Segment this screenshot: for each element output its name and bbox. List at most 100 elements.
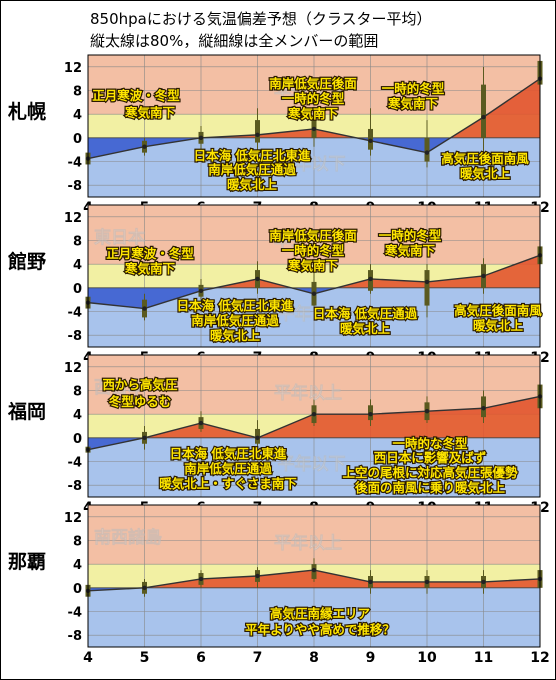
annotation: 日本海 低気圧北東進 — [194, 148, 311, 163]
annotation: 一時的な冬型 — [392, 436, 468, 451]
annotation: 平年よりやや高めで推移？ — [245, 622, 395, 637]
x-tick-label: 10 — [417, 650, 437, 666]
region-label: 平年以下 — [278, 454, 346, 475]
data-point — [311, 411, 317, 417]
annotation: 日本海 低気圧北東進 — [170, 446, 287, 461]
annotation: 日本海 低気圧通過 — [313, 306, 418, 321]
annotation: 一時的冬型 — [379, 228, 442, 243]
panel-2: -8-404812456789101112福岡西日本平年以上平年以下西から高気圧… — [7, 354, 550, 516]
station-name: 那覇 — [8, 551, 46, 573]
data-point — [481, 273, 486, 279]
region-label: 東日本 — [94, 227, 145, 248]
annotation: 寒気南下 — [287, 258, 339, 273]
panel-1: -8-404812456789101112館野東日本平年以上平年以下正月寒波・冬… — [8, 204, 550, 366]
annotation: 高気圧後面南風 — [441, 151, 529, 166]
data-point — [142, 144, 147, 149]
annotation: 寒気南下 — [124, 105, 176, 120]
area-warm — [88, 78, 540, 138]
data-point — [368, 276, 373, 282]
region-label: 西日本 — [94, 377, 145, 398]
station-name: 札幌 — [7, 100, 46, 123]
y-tick-label: 0 — [73, 432, 82, 447]
annotation: 暖気北上 — [460, 166, 511, 181]
y-tick-label: 0 — [73, 582, 82, 597]
data-point — [198, 576, 204, 582]
y-tick-label: -4 — [68, 606, 82, 621]
data-point — [198, 135, 204, 141]
plot-border — [87, 204, 541, 348]
plot-border — [87, 354, 541, 498]
y-tick-label: -4 — [68, 306, 82, 321]
data-point — [142, 306, 147, 311]
area-warm — [88, 255, 540, 288]
data-point — [255, 435, 260, 441]
y-tick-label: 8 — [73, 385, 82, 400]
annotation: 寒気南下 — [384, 243, 436, 258]
data-point — [424, 150, 430, 155]
annotation: 南岸低気圧後面 — [269, 228, 357, 243]
data-point — [198, 420, 204, 426]
annotation: 冬型ゆるむ — [109, 394, 172, 409]
annotation: 南岸低気圧通過 — [191, 313, 279, 328]
y-tick-label: -4 — [68, 156, 82, 171]
x-tick-label: 6 — [196, 650, 206, 666]
y-tick-label: 12 — [64, 61, 82, 76]
chart-title: 850hpaにおける気温偏差予想（クラスター平均） — [90, 10, 432, 28]
annotation: 高気圧後面南風 — [454, 303, 542, 318]
data-point — [424, 279, 430, 285]
y-tick-label: 8 — [73, 235, 82, 250]
panel-0: -8-404812456789101112札幌平年以上平年以下正月寒波・冬型寒気… — [7, 54, 550, 216]
annotation: 上空の尾根に対応高気圧張優勢 — [342, 465, 518, 480]
annotation: 日本海 低気圧北東進 — [177, 298, 294, 313]
region-label: 平年以上 — [274, 533, 342, 554]
region-label: 南西諸島 — [94, 527, 162, 548]
data-point — [481, 114, 486, 120]
y-tick-label: 4 — [73, 258, 82, 273]
data-point — [424, 579, 430, 585]
data-point — [255, 132, 260, 138]
data-point — [424, 409, 430, 414]
y-tick-label: 8 — [73, 535, 82, 550]
data-point — [481, 406, 486, 411]
data-point — [255, 276, 260, 282]
y-tick-label: -4 — [68, 456, 82, 471]
data-point — [368, 579, 373, 585]
region-label: 平年以下 — [278, 154, 346, 175]
data-point — [142, 585, 147, 591]
area-cold — [88, 287, 337, 309]
annotation: 高気圧南縁エリア — [270, 606, 370, 621]
region-label: 平年以上 — [274, 83, 342, 104]
y-tick-label: 4 — [73, 408, 82, 423]
annotation: 西から高気圧 — [102, 377, 178, 392]
y-tick-label: -8 — [68, 479, 82, 494]
y-tick-label: -8 — [68, 329, 82, 344]
annotation: 寒気南下 — [287, 106, 339, 121]
annotation: 暖気北上 — [340, 321, 391, 336]
annotation: 寒気南下 — [387, 96, 439, 111]
region-label: 平年以上 — [274, 383, 342, 404]
annotation: 正月寒波・冬型 — [106, 246, 194, 261]
y-tick-label: 12 — [64, 511, 82, 526]
y-tick-label: 12 — [64, 361, 82, 376]
data-point — [198, 288, 204, 293]
y-tick-label: 4 — [73, 108, 82, 123]
x-tick-label: 9 — [366, 650, 376, 666]
x-tick-label: 4 — [83, 650, 93, 666]
x-tick-label: 11 — [474, 650, 493, 666]
y-tick-label: -8 — [68, 179, 82, 194]
x-tick-label: 8 — [309, 650, 319, 666]
station-name: 福岡 — [7, 400, 46, 423]
annotation: 一時的冬型 — [282, 243, 345, 258]
y-tick-label: 8 — [73, 85, 82, 100]
annotation: 南岸低気圧通過 — [208, 162, 296, 177]
region-label: 平年以上 — [274, 233, 342, 254]
panel-3: -8 -4 0 4 8 12 4 5 6 7 8 9 10 11 12 那覇 南西諸島 平年以上高気圧南縁エリア平… — [8, 504, 550, 666]
area-cold — [88, 137, 451, 159]
data-point — [368, 411, 373, 417]
data-point — [311, 126, 317, 132]
data-point — [311, 291, 317, 296]
y-tick-label: -8 — [68, 629, 82, 644]
data-point — [368, 138, 373, 143]
region-label: 平年以下 — [278, 304, 346, 325]
